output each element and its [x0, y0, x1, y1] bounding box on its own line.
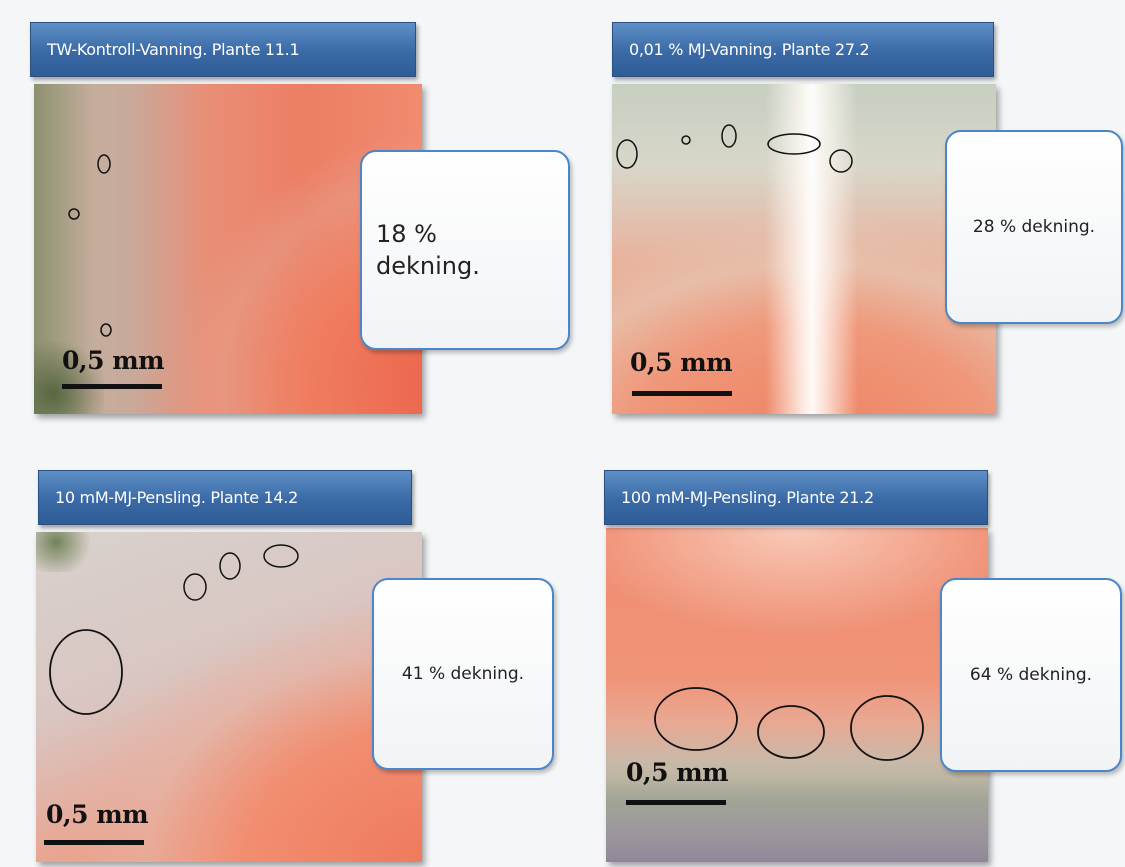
scale-bar-label: 0,5 mm	[62, 346, 165, 375]
panel-title: TW-Kontroll-Vanning. Plante 11.1	[30, 22, 416, 77]
marked-ellipses	[616, 124, 853, 173]
coverage-callout: 41 % dekning.	[372, 578, 554, 770]
scale-bar-label: 0,5 mm	[46, 800, 149, 829]
coverage-callout: 28 % dekning.	[945, 130, 1123, 324]
scale-bar	[626, 800, 726, 805]
coverage-text: 28 % dekning.	[972, 217, 1096, 237]
marked-ellipses	[68, 154, 112, 337]
scale-bar	[44, 840, 144, 845]
scale-bar-label: 0,5 mm	[626, 758, 729, 787]
marked-ellipses	[49, 544, 299, 715]
coverage-callout: 64 % dekning.	[940, 578, 1122, 772]
scale-bar-label: 0,5 mm	[630, 348, 733, 377]
marked-ellipses	[654, 687, 924, 761]
coverage-text: 41 % dekning.	[401, 664, 525, 684]
micrograph-photo-4: 0,5 mm	[606, 528, 988, 862]
panel-title: 10 mM-MJ-Pensling. Plante 14.2	[38, 470, 412, 525]
micrograph-photo-1: 0,5 mm	[34, 84, 422, 414]
coverage-callout: 18 % dekning.	[360, 150, 570, 350]
scale-bar	[62, 384, 162, 389]
coverage-text: 64 % dekning.	[969, 665, 1093, 685]
scale-bar	[632, 391, 732, 396]
coverage-text: 18 % dekning.	[376, 219, 480, 280]
panel-title: 100 mM-MJ-Pensling. Plante 21.2	[604, 470, 988, 525]
micrograph-photo-2: 0,5 mm	[612, 84, 996, 414]
micrograph-photo-3: 0,5 mm	[36, 532, 422, 862]
panel-title: 0,01 % MJ-Vanning. Plante 27.2	[612, 22, 994, 77]
